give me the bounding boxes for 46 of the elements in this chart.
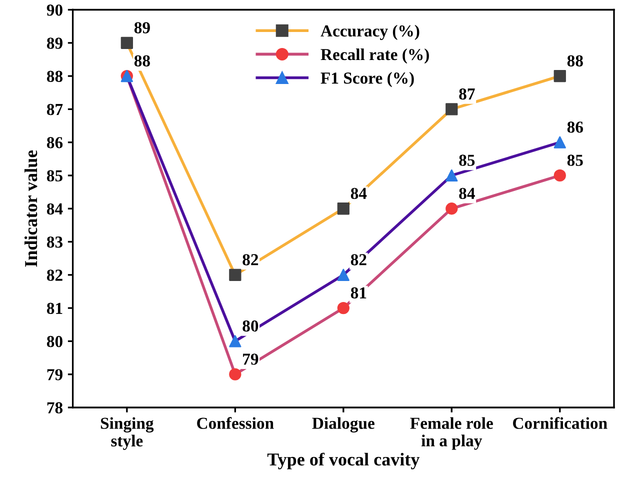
point <box>337 202 350 215</box>
data-label: 88 <box>567 55 583 66</box>
legend-label: F1 Score (%) <box>320 72 414 88</box>
y-tick-label: 84 <box>46 203 63 215</box>
y-tick-label: 80 <box>46 336 62 348</box>
data-label: 80 <box>242 320 258 332</box>
y-tick-label: 82 <box>46 270 62 281</box>
point <box>229 268 242 281</box>
x-tick-label: Female role in a play <box>410 417 493 450</box>
x-tick-label: Confession <box>197 417 274 429</box>
point <box>337 268 350 281</box>
data-label: 86 <box>567 122 584 133</box>
y-tick-label: 87 <box>46 104 63 116</box>
point <box>229 335 242 348</box>
point <box>446 169 458 182</box>
y-tick-label: 85 <box>46 170 62 182</box>
point <box>120 36 133 49</box>
data-label: 84 <box>350 188 367 200</box>
legend-label: Recall rate (%) <box>320 48 429 64</box>
data-label: 82 <box>350 254 366 266</box>
y-tick-label: 83 <box>46 236 62 248</box>
x-tick-label: Singing style <box>100 417 154 450</box>
y-tick-label: 81 <box>46 302 62 314</box>
data-label: 88 <box>134 55 150 66</box>
data-label: 85 <box>567 154 583 166</box>
y-tick-label: 90 <box>46 4 62 16</box>
data-label: 79 <box>243 354 258 365</box>
data-label: 82 <box>242 254 258 266</box>
data-label: 85 <box>459 154 475 166</box>
point <box>554 70 566 82</box>
y-tick-label: 89 <box>46 38 62 49</box>
data-label: 81 <box>350 287 366 298</box>
data-label: 89 <box>134 22 150 34</box>
legend-label: Accuracy (%) <box>320 24 420 40</box>
y-tick-label: 86 <box>46 137 63 148</box>
x-axis-title: Type of vocal cavity <box>267 452 420 470</box>
x-tick-label: Cornification <box>513 417 608 429</box>
data-label: 87 <box>459 88 475 100</box>
x-tick-label: Dialogue <box>312 417 374 432</box>
y-tick-label: 88 <box>46 70 63 82</box>
y-axis-title: Indicator value <box>24 150 38 267</box>
data-label: 84 <box>459 188 475 200</box>
point <box>446 103 458 116</box>
point <box>554 136 566 148</box>
y-tick-label: 79 <box>47 369 62 380</box>
y-tick-label: 78 <box>47 402 63 414</box>
